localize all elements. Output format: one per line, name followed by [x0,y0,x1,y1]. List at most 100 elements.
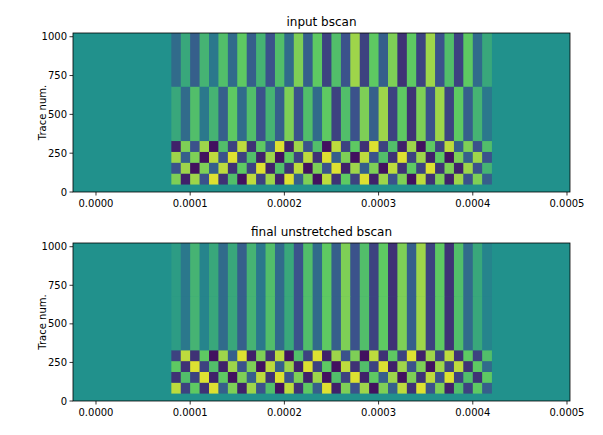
cell [482,243,492,296]
cell [379,350,389,361]
cell [426,296,436,350]
cell [350,173,360,184]
cell [303,382,313,393]
cell [350,86,360,141]
cell [331,33,341,87]
cell [407,141,417,152]
cell [322,141,332,152]
cell [294,350,304,361]
cell [331,86,341,141]
cell [209,33,219,87]
cell [200,382,210,393]
x-tick [378,401,379,405]
cell [369,243,379,296]
cell [247,86,257,141]
cell [388,296,398,350]
x-tick-label: 0.0004 [455,198,490,209]
cell [266,243,276,296]
cell [426,173,436,184]
cell [171,33,181,87]
cell [350,243,360,296]
cell [397,372,407,383]
cell [331,350,341,361]
x-tick-label: 0.0000 [78,198,113,209]
cell [473,173,483,184]
cell [209,86,219,141]
cell [266,372,276,383]
cell [256,296,266,350]
x-tick-label: 0.0005 [549,407,584,418]
cell [247,382,257,393]
cell [200,162,210,173]
panel-title: input bscan [286,15,356,29]
cell [482,296,492,350]
cell [209,141,219,152]
cell [350,162,360,173]
cell [171,152,181,163]
cell [369,141,379,152]
x-tick [472,401,473,405]
cell [266,296,276,350]
cell [426,382,436,393]
cell [445,173,455,184]
cell [426,361,436,372]
cell [341,141,351,152]
cell [379,152,389,163]
cell [350,152,360,163]
x-tick [472,192,473,196]
cell [275,33,285,87]
cell [275,243,285,296]
cell [171,296,181,350]
cell [228,382,238,393]
cell [445,86,455,141]
cell [247,33,257,87]
cell [181,296,191,350]
cell [218,361,228,372]
cell [454,243,464,296]
cell [303,152,313,163]
cell [473,162,483,173]
cell [360,350,370,361]
cell [322,372,332,383]
cell [388,372,398,383]
cell [331,152,341,163]
cell [294,86,304,141]
cell [463,162,473,173]
cell [369,86,379,141]
cell [275,162,285,173]
cell [397,243,407,296]
cell [369,162,379,173]
cell [209,152,219,163]
cell [247,152,257,163]
cell [407,361,417,372]
y-tick-label: 250 [48,148,67,159]
cell [294,243,304,296]
cell [228,372,238,383]
cell [181,173,191,184]
cell [171,382,181,393]
cell [454,350,464,361]
cell [350,361,360,372]
cell [303,296,313,350]
cell [284,141,294,152]
cell [435,382,445,393]
cell [473,361,483,372]
cell [218,382,228,393]
cell [303,162,313,173]
cell [313,350,323,361]
cell [190,350,200,361]
cell [190,141,200,152]
cell [303,86,313,141]
cell [473,86,483,141]
cell [331,162,341,173]
cell [247,243,257,296]
cell [426,152,436,163]
cell [228,33,238,87]
cell [171,361,181,372]
x-tick-label: 0.0005 [549,198,584,209]
cell [463,33,473,87]
cell [247,372,257,383]
cell [482,173,492,184]
cell [416,141,426,152]
cell [397,162,407,173]
